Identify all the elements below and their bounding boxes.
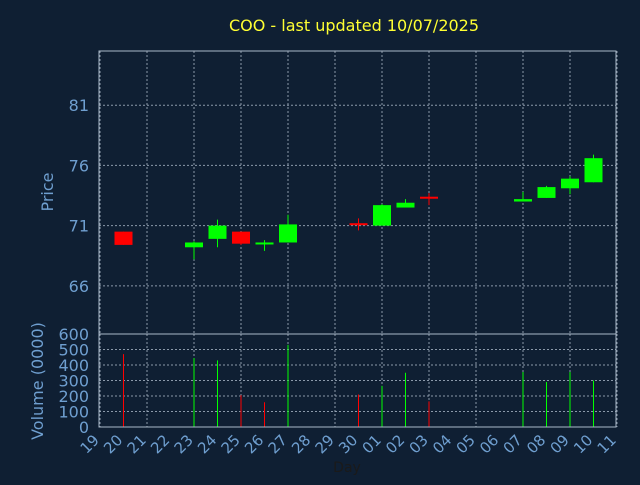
candle-body (349, 223, 368, 226)
candle-body (537, 187, 556, 198)
candle-body (279, 224, 297, 243)
candle-body (255, 242, 274, 245)
volume-tick-label: 100 (58, 403, 89, 422)
price-candles (114, 154, 603, 260)
volume-tick-label: 600 (58, 325, 89, 344)
candle-body (208, 225, 227, 239)
price-axis-label: Price (38, 172, 57, 211)
volume-tick-label: 0 (79, 418, 89, 437)
x-axis-label: Day (333, 460, 361, 476)
volume-tick-label: 300 (58, 372, 89, 391)
x-axis-ticks: 1920212223242526272829300102030405060708… (77, 431, 620, 457)
candle-body (114, 231, 133, 245)
volume-bars (123, 344, 594, 427)
candle-body (514, 199, 532, 202)
price-tick-label: 76 (69, 156, 89, 175)
candle-body (561, 178, 579, 189)
candle-body (420, 196, 438, 199)
price-tick-label: 66 (69, 277, 89, 296)
price-tick-label: 71 (69, 217, 89, 236)
volume-panel-frame (98, 333, 617, 428)
candle-body (396, 202, 415, 208)
volume-axis-label: Volume (0000) (28, 322, 47, 440)
chart-title: COO - last updated 10/07/2025 (229, 16, 479, 35)
price-tick-label: 81 (69, 96, 89, 115)
candle-body (185, 242, 203, 248)
candle-body (584, 158, 603, 183)
volume-tick-label: 200 (58, 387, 89, 406)
volume-tick-label: 500 (58, 341, 89, 360)
volume-tick-label: 400 (58, 356, 89, 375)
price-axis-ticks: 81 76 71 66 (69, 96, 89, 296)
candle-body (232, 231, 250, 244)
candle-body (373, 205, 391, 226)
